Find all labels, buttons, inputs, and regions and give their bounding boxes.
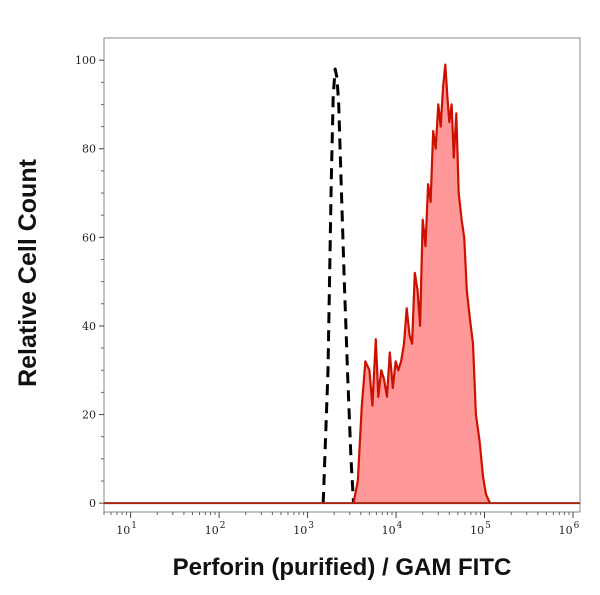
y-tick-label: 0 (89, 497, 96, 510)
x-tick-label: 105 (470, 521, 491, 537)
y-axis: 0 20 40 60 80 100 (75, 54, 104, 510)
y-axis-title: Relative Cell Count (14, 158, 42, 386)
x-tick-label: 104 (382, 521, 403, 537)
series-line (352, 63, 491, 504)
x-tick-label: 106 (559, 521, 580, 537)
x-tick-label: 101 (116, 521, 137, 537)
y-tick-label: 40 (82, 320, 96, 333)
y-tick-label: 20 (82, 409, 96, 422)
x-axis-title: Perforin (purified) / GAM FITC (173, 554, 512, 581)
y-tick-label: 100 (75, 54, 96, 67)
y-tick-label: 60 (82, 231, 96, 244)
plot-area (103, 37, 581, 513)
series-dashed-line (321, 67, 355, 504)
x-axis: 101 102 103 104 105 106 (103, 512, 580, 537)
series-layer (104, 63, 580, 505)
x-tick-label: 103 (293, 521, 314, 537)
y-tick-label: 80 (82, 143, 96, 156)
x-tick-label: 102 (205, 521, 226, 537)
